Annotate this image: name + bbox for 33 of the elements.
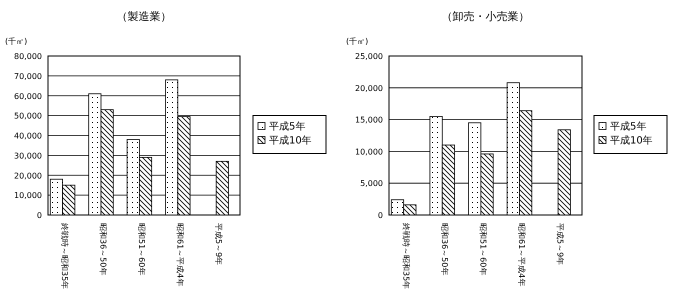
y-tick-label: 80,000 [14, 52, 42, 61]
text: 平成10年 [269, 134, 312, 146]
y-tick-label: 15,000 [355, 116, 383, 125]
y-tick-label: 20,000 [355, 84, 383, 93]
y-tick-label: 40,000 [14, 132, 42, 140]
y-tick-label: 0 [378, 211, 383, 220]
x-tick-label: 昭和61～平成4年 [175, 223, 184, 286]
y-tick-label: 5,000 [360, 179, 383, 188]
y-axis-title: (千㎡) [346, 37, 368, 46]
y-tick-label: 25,000 [355, 52, 383, 61]
x-tick-label: 終戦時～昭和35年 [60, 222, 70, 290]
y-tick-label: 30,000 [14, 151, 42, 160]
text: 平成10年 [610, 134, 653, 146]
y-tick-label: 0 [36, 211, 42, 220]
y-tick-label: 20,000 [14, 171, 42, 180]
y-tick-label: 70,000 [14, 72, 42, 81]
chart-title: （製造業） [116, 10, 172, 23]
text: 平成5年 [269, 120, 306, 132]
y-tick-label: 50,000 [14, 112, 42, 121]
x-tick-label: 昭和36～50年 [440, 223, 449, 276]
x-tick-label: 昭和51～60年 [137, 223, 146, 276]
x-tick-label: 平成5～9年 [556, 223, 565, 266]
y-tick-label: 60,000 [14, 92, 42, 101]
x-tick-label: 昭和61～平成4年 [517, 223, 526, 286]
y-tick-label: 10,000 [355, 147, 383, 156]
x-tick-label: 昭和51～60年 [478, 223, 488, 276]
text: 平成5年 [610, 120, 646, 132]
x-tick-label: 昭和36～50年 [98, 223, 108, 276]
x-tick-label: 平成5～9年 [214, 223, 223, 266]
y-tick-label: 10,000 [14, 191, 42, 200]
x-tick-label: 終戦時～昭和35年 [401, 222, 410, 290]
chart-title: （卸売・小売業） [442, 10, 530, 23]
y-axis-title: (千㎡) [5, 37, 28, 46]
